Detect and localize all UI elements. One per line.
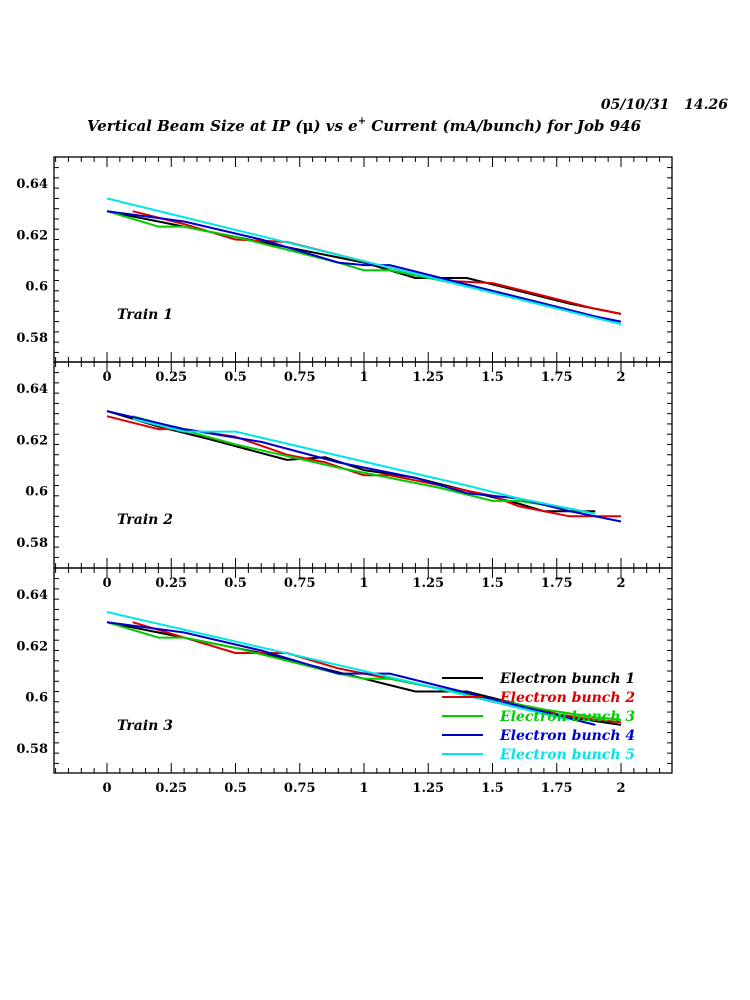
x-tick-label: 1.75	[541, 576, 573, 591]
series-line-electron-bunch-3	[106, 621, 622, 721]
panel-1: 0.58 0.6 0.62 0.64 0 0.25 0.5 0.75 1 1.25 1.5 1.75 2…	[16, 156, 673, 385]
x-tick-label: 0	[102, 576, 111, 591]
x-tick-label: 1	[359, 370, 368, 385]
datestamp: 05/10/31 14.26	[601, 97, 728, 113]
x-tick-label: 0.75	[284, 576, 316, 591]
x-tick-label: 1.25	[412, 370, 444, 385]
x-tick-label: 1.25	[412, 576, 444, 591]
y-tick-label: 0.58	[16, 536, 48, 551]
x-tick-label: 1	[359, 781, 368, 796]
y-tick-label: 0.64	[16, 382, 48, 397]
x-tick-label: 1.25	[412, 781, 444, 796]
x-tick-label: 1.5	[481, 576, 504, 591]
legend-label: Electron bunch 5	[499, 747, 635, 763]
x-tick-label: 2	[616, 576, 625, 591]
y-tick-label: 0.58	[16, 331, 48, 346]
x-tick-label: 0.5	[224, 370, 247, 385]
series-line-electron-bunch-3	[106, 210, 622, 326]
legend-label: Electron bunch 3	[499, 709, 635, 725]
x-tick-label: 0.75	[284, 370, 316, 385]
x-tick-label: 0.75	[284, 781, 316, 796]
y-tick-label: 0.62	[16, 433, 48, 448]
chart-title: Vertical Beam Size at IP (μ) vs e+ Curre…	[87, 116, 642, 135]
y-tick-label: 0.62	[16, 639, 48, 654]
train-label: Train 3	[117, 718, 173, 734]
x-tick-label: 0.25	[155, 370, 187, 385]
x-tick-label: 0	[102, 781, 111, 796]
panel-frame	[53, 361, 673, 569]
x-tick-label: 1.5	[481, 781, 504, 796]
legend-label: Electron bunch 1	[499, 671, 635, 687]
series-line-electron-bunch-4	[106, 410, 622, 523]
train-label: Train 2	[117, 512, 173, 528]
x-tick-label: 1.75	[541, 370, 573, 385]
x-tick-label: 0.25	[155, 576, 187, 591]
series-line-electron-bunch-1	[106, 410, 596, 513]
series-line-electron-bunch-5	[106, 197, 622, 326]
panel-3: 0.58 0.6 0.62 0.64 0 0.25 0.5 0.75 1 1.25 1.5 1.75 2…	[16, 567, 673, 796]
x-tick-label: 1.5	[481, 370, 504, 385]
legend-label: Electron bunch 4	[499, 728, 635, 744]
x-tick-label: 2	[616, 370, 625, 385]
y-tick-label: 0.6	[25, 485, 48, 500]
panels: 0.580.60.620.640 0.25 0.5 0.75 1 1.25 1.5 1.75 2…	[16, 156, 673, 796]
y-tick-label: 0.64	[16, 588, 48, 603]
legend: Electron bunch 1 Electron bunch 2 Electron…	[442, 671, 635, 763]
series-line-electron-bunch-5	[106, 611, 570, 721]
x-tick-label: 1.75	[541, 781, 573, 796]
legend-label: Electron bunch 2	[499, 690, 635, 706]
series-line-electron-bunch-5	[132, 417, 596, 515]
y-tick-label: 0.58	[16, 742, 48, 757]
y-tick-label: 0.64	[16, 177, 48, 192]
x-tick-label: 2	[616, 781, 625, 796]
panel-2: 0.58 0.6 0.62 0.64 0 0.25 0.5 0.75 1 1.25 1.5 1.75 2…	[16, 361, 673, 591]
y-tick-label: 0.62	[16, 228, 48, 243]
x-tick-label: 1	[359, 576, 368, 591]
x-tick-label: 0.25	[155, 781, 187, 796]
x-tick-label: 0.5	[224, 781, 247, 796]
y-tick-label: 0.6	[25, 280, 48, 295]
series-line-electron-bunch-4	[106, 210, 622, 323]
y-tick-label: 0.6	[25, 691, 48, 706]
panel-frame	[53, 156, 673, 363]
x-tick-label: 0.5	[224, 576, 247, 591]
x-tick-label: 0	[102, 370, 111, 385]
train-label: Train 1	[117, 307, 173, 323]
